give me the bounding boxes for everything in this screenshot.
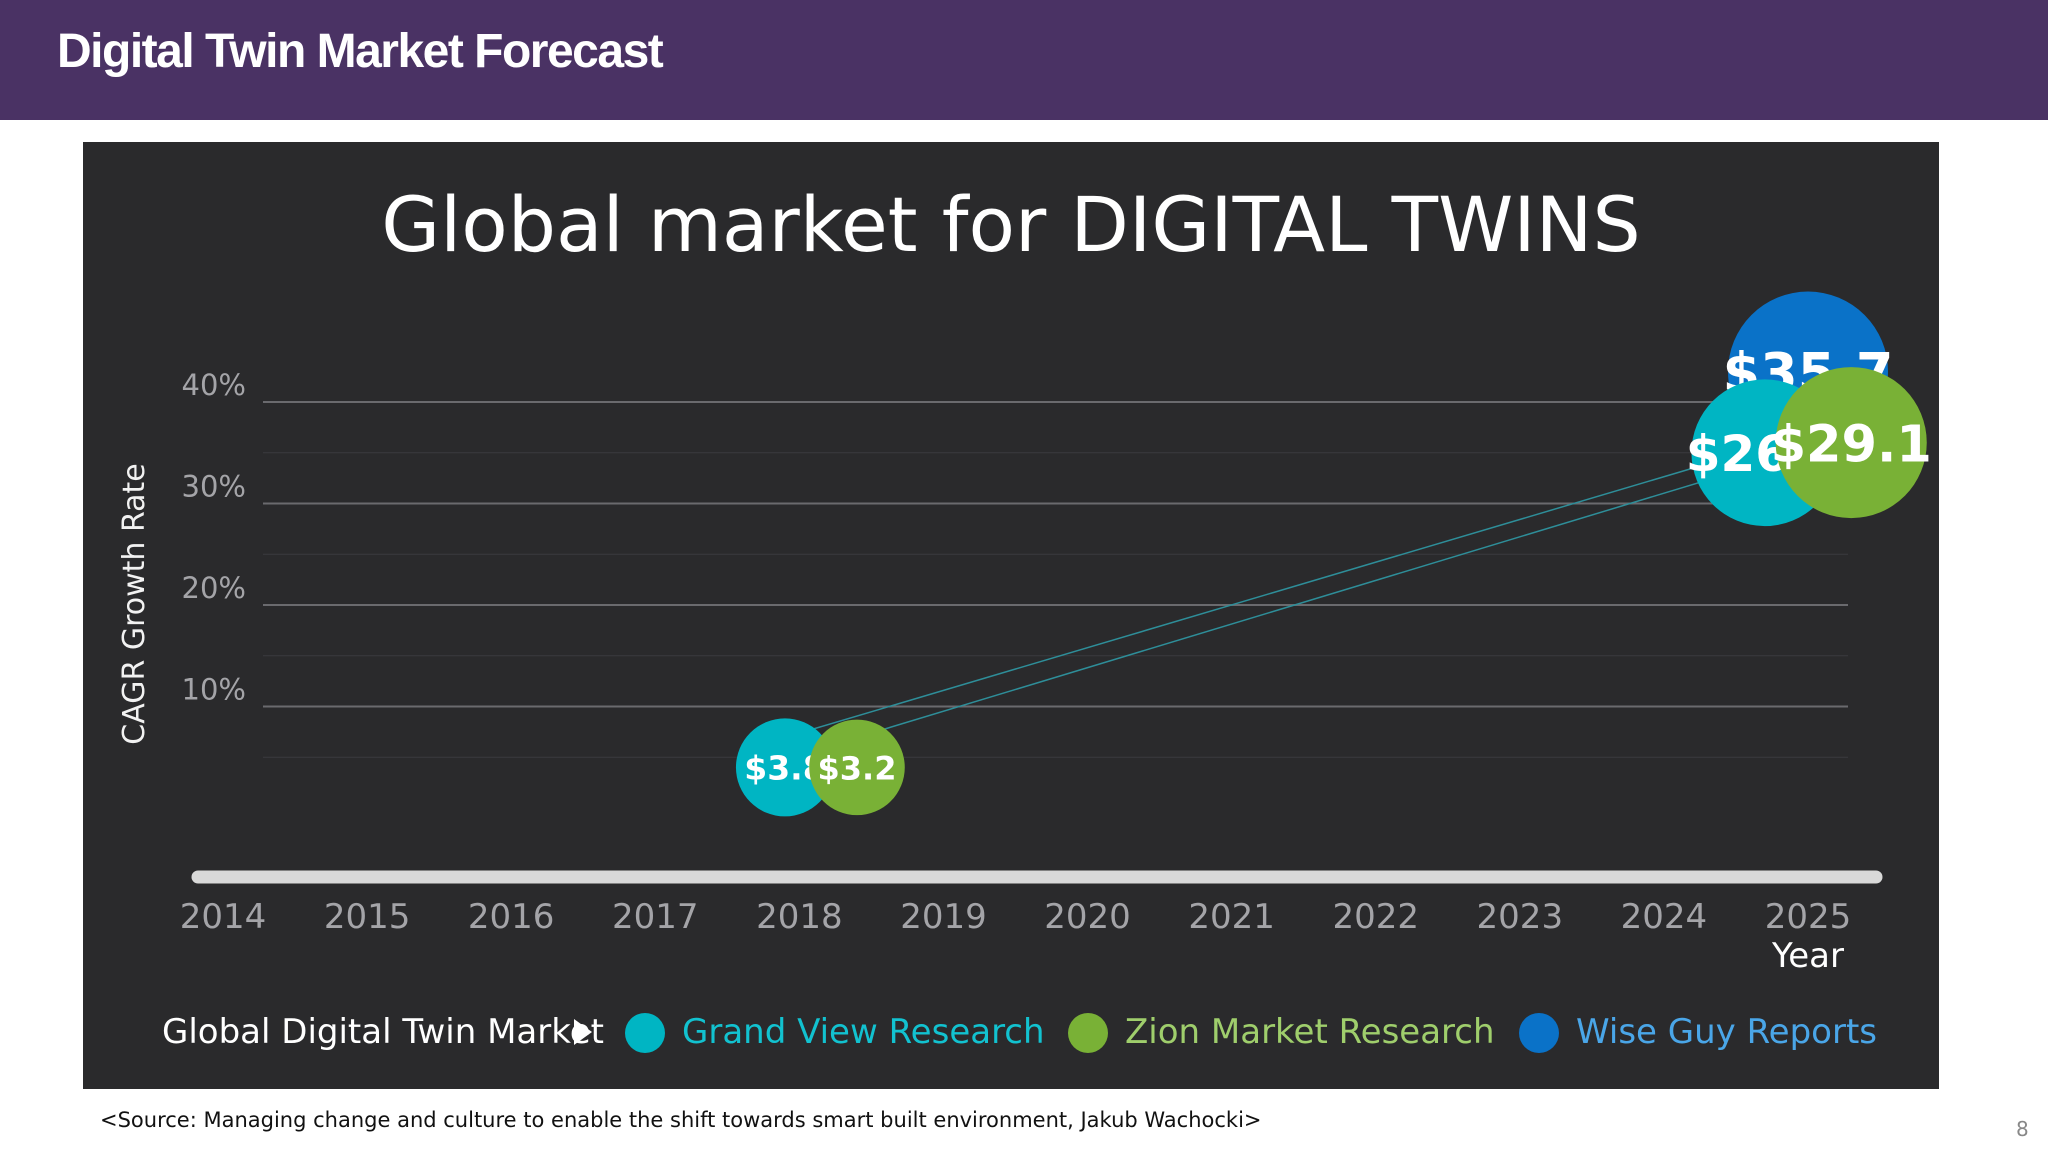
data-bubble xyxy=(735,718,834,817)
x-tick-label: 2021 xyxy=(1188,897,1275,937)
legend-label: Grand View Research xyxy=(682,1012,1045,1052)
x-tick-label: 2016 xyxy=(468,897,555,937)
y-tick-label: 10% xyxy=(182,673,246,707)
x-tick-label: 2017 xyxy=(612,897,699,937)
x-tick-label: 2022 xyxy=(1332,897,1419,937)
chart-legend: Global Digital Twin Market Grand View Re… xyxy=(83,1002,1939,1062)
data-label: $29.1 xyxy=(1771,415,1932,474)
x-tick-label: 2023 xyxy=(1477,897,1564,937)
chart-plot: 10% 20% 30% 40% CAGR Growth Rate 2014 2015 2016… xyxy=(117,291,1932,976)
source-citation: <Source: Managing change and culture to … xyxy=(100,1108,1262,1132)
x-axis-title: Year xyxy=(1771,936,1844,976)
data-label: $3.2 xyxy=(818,749,897,787)
x-tick-label: 2014 xyxy=(180,897,267,937)
play-arrow-icon xyxy=(574,1019,592,1045)
y-tick-label: 20% xyxy=(182,571,246,605)
legend-swatch xyxy=(1519,1013,1559,1053)
x-tick-label: 2024 xyxy=(1621,897,1708,937)
x-tick-label: 2019 xyxy=(900,897,987,937)
trend-line xyxy=(856,441,1832,739)
legend-label: Wise Guy Reports xyxy=(1576,1012,1878,1052)
legend-swatch xyxy=(625,1013,665,1053)
page-number: 8 xyxy=(2016,1117,2029,1141)
y-tick-label: 30% xyxy=(182,470,246,504)
legend-label: Zion Market Research xyxy=(1125,1012,1495,1052)
chart-panel: Global market for DIGITAL TWINS 10% 20% 30… xyxy=(83,142,1939,1089)
x-tick-label: 2025 xyxy=(1765,897,1852,937)
page-title: Digital Twin Market Forecast xyxy=(57,25,664,78)
legend-lead-label: Global Digital Twin Market xyxy=(162,1012,604,1052)
header-bar: Digital Twin Market Forecast xyxy=(0,0,2048,120)
x-tick-label: 2018 xyxy=(756,897,843,937)
data-bubble xyxy=(1775,367,1927,519)
data-bubble xyxy=(809,719,905,816)
legend-swatch xyxy=(1068,1013,1108,1053)
x-tick-label: 2015 xyxy=(324,897,411,937)
y-axis-title: CAGR Growth Rate xyxy=(117,463,152,744)
x-tick-label: 2020 xyxy=(1044,897,1131,937)
trend-line xyxy=(784,452,1745,739)
chart-title: Global market for DIGITAL TWINS xyxy=(381,180,1641,269)
y-tick-label: 40% xyxy=(182,368,246,402)
